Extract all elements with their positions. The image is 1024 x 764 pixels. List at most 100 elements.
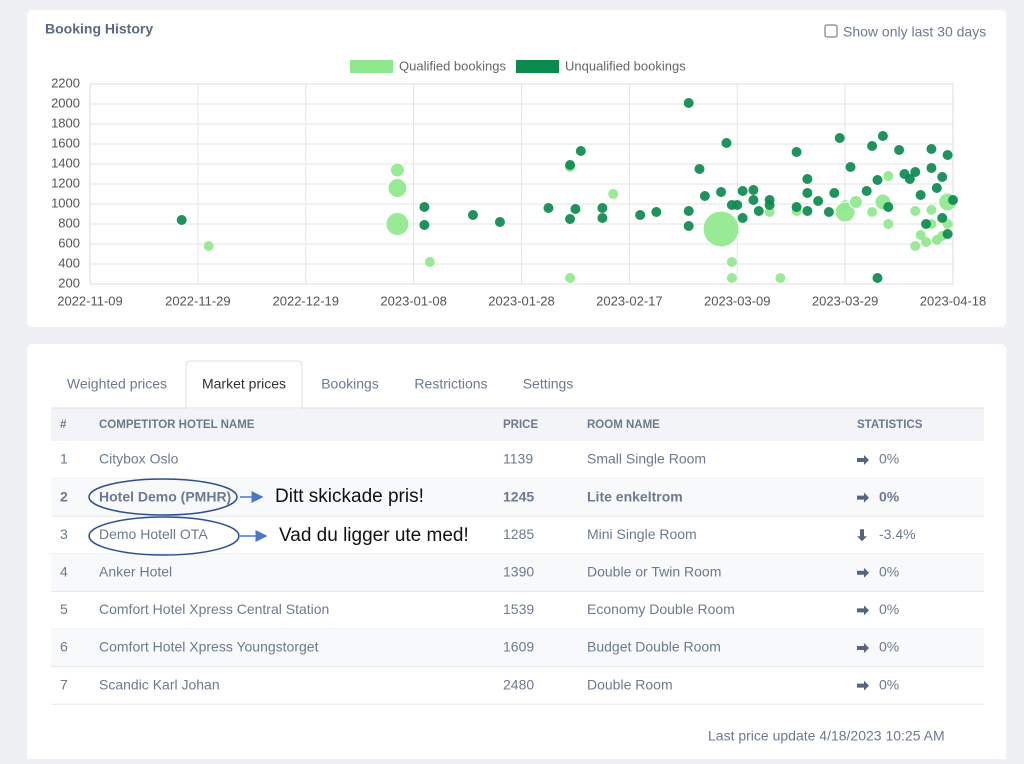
table-cell: 0%	[879, 488, 900, 504]
y-tick-label: 200	[58, 275, 80, 290]
data-point	[910, 167, 921, 177]
data-point	[597, 203, 608, 213]
table-card	[27, 344, 1006, 764]
data-point	[937, 213, 948, 223]
data-point	[915, 190, 926, 200]
data-point	[926, 205, 937, 215]
data-point	[494, 217, 505, 227]
table-cell: Demo Hotell OTA	[99, 526, 208, 542]
data-point	[802, 174, 813, 184]
data-point	[813, 196, 824, 206]
data-point	[915, 230, 926, 240]
x-tick-label: 2022-12-19	[273, 293, 340, 308]
table-cell: 7	[60, 676, 68, 692]
chart-title: Booking History	[45, 21, 153, 37]
table-cell: 1	[60, 451, 68, 467]
table-cell: Scandic Karl Johan	[99, 676, 220, 692]
data-point	[726, 257, 737, 267]
data-point	[764, 207, 775, 217]
data-point	[570, 204, 581, 214]
data-point	[829, 188, 840, 198]
tab[interactable]: Restrictions	[414, 376, 487, 392]
data-point	[651, 207, 662, 217]
table-cell: Double Room	[587, 676, 673, 692]
data-point	[872, 175, 883, 185]
data-point	[683, 221, 694, 231]
data-point	[389, 162, 405, 178]
data-point	[872, 273, 883, 283]
x-tick-label: 2023-01-08	[380, 293, 447, 308]
table-header	[51, 408, 984, 441]
table-cell: 3	[60, 526, 68, 542]
legend-label: Qualified bookings	[399, 58, 506, 73]
table-cell: 0%	[879, 676, 899, 692]
data-point	[883, 171, 894, 181]
table-cell: Small Single Room	[587, 451, 706, 467]
checkbox-label[interactable]: Show only last 30 days	[843, 24, 986, 40]
legend-swatch	[516, 60, 559, 73]
data-point	[791, 147, 802, 157]
x-tick-label: 2023-03-29	[812, 293, 879, 308]
data-point	[597, 213, 608, 223]
table-cell: -3.4%	[879, 526, 916, 542]
y-tick-label: 2200	[51, 75, 80, 90]
trend-icon	[857, 643, 869, 653]
data-point	[861, 186, 872, 196]
tab[interactable]: Weighted prices	[67, 376, 167, 392]
table-cell: 2	[60, 488, 68, 504]
tab[interactable]: Settings	[523, 376, 574, 392]
data-point	[791, 202, 802, 212]
data-point	[702, 210, 740, 248]
annotation-ellipse	[88, 516, 240, 556]
data-point	[387, 178, 408, 198]
data-point	[716, 187, 727, 197]
table-cell: Hotel Demo (PMHR)	[99, 488, 231, 504]
x-tick-label: 2023-03-09	[704, 293, 771, 308]
column-header: STATISTICS	[857, 419, 923, 431]
data-point	[823, 207, 834, 217]
data-point	[848, 195, 863, 209]
data-point	[419, 220, 430, 230]
data-point	[802, 188, 813, 198]
trend-icon	[857, 567, 869, 578]
x-tick-label: 2022-11-09	[57, 293, 123, 308]
chart-card	[27, 10, 1006, 327]
table-cell: 1139	[503, 451, 533, 467]
tab[interactable]: Bookings	[321, 376, 379, 392]
data-point	[176, 215, 187, 225]
tab[interactable]: Market prices	[202, 376, 286, 392]
data-point	[877, 131, 888, 141]
data-point	[883, 202, 894, 212]
checkbox[interactable]	[824, 24, 838, 38]
annotation: Vad du ligger ute med!	[279, 525, 469, 546]
data-point	[802, 206, 813, 216]
table-cell: 0%	[879, 639, 899, 655]
x-tick-label: 2023-01-28	[488, 293, 555, 308]
column-header: COMPETITOR HOTEL NAME	[99, 419, 255, 431]
table-cell: Economy Double Room	[587, 601, 735, 617]
table-cell: 1285	[503, 526, 534, 542]
data-point	[904, 174, 915, 184]
data-point	[948, 195, 958, 205]
table-cell: Lite enkeltrom	[587, 488, 683, 504]
data-point	[737, 186, 748, 196]
trend-icon	[857, 680, 869, 691]
data-point	[203, 241, 214, 251]
data-point	[726, 273, 737, 283]
data-point	[467, 210, 478, 220]
row-bg	[51, 629, 984, 667]
row-bg	[51, 553, 984, 592]
data-point	[683, 98, 694, 108]
table-cell: 1245	[503, 488, 534, 504]
data-point	[748, 185, 759, 195]
row-bg	[51, 478, 984, 517]
table-cell: 5	[60, 601, 68, 617]
data-point	[748, 195, 759, 205]
y-tick-label: 1000	[51, 195, 80, 210]
data-point	[910, 241, 921, 251]
data-point	[910, 206, 921, 216]
data-point	[635, 210, 646, 220]
table-cell: 0%	[879, 451, 899, 467]
data-point	[937, 172, 948, 182]
data-point	[931, 183, 942, 193]
